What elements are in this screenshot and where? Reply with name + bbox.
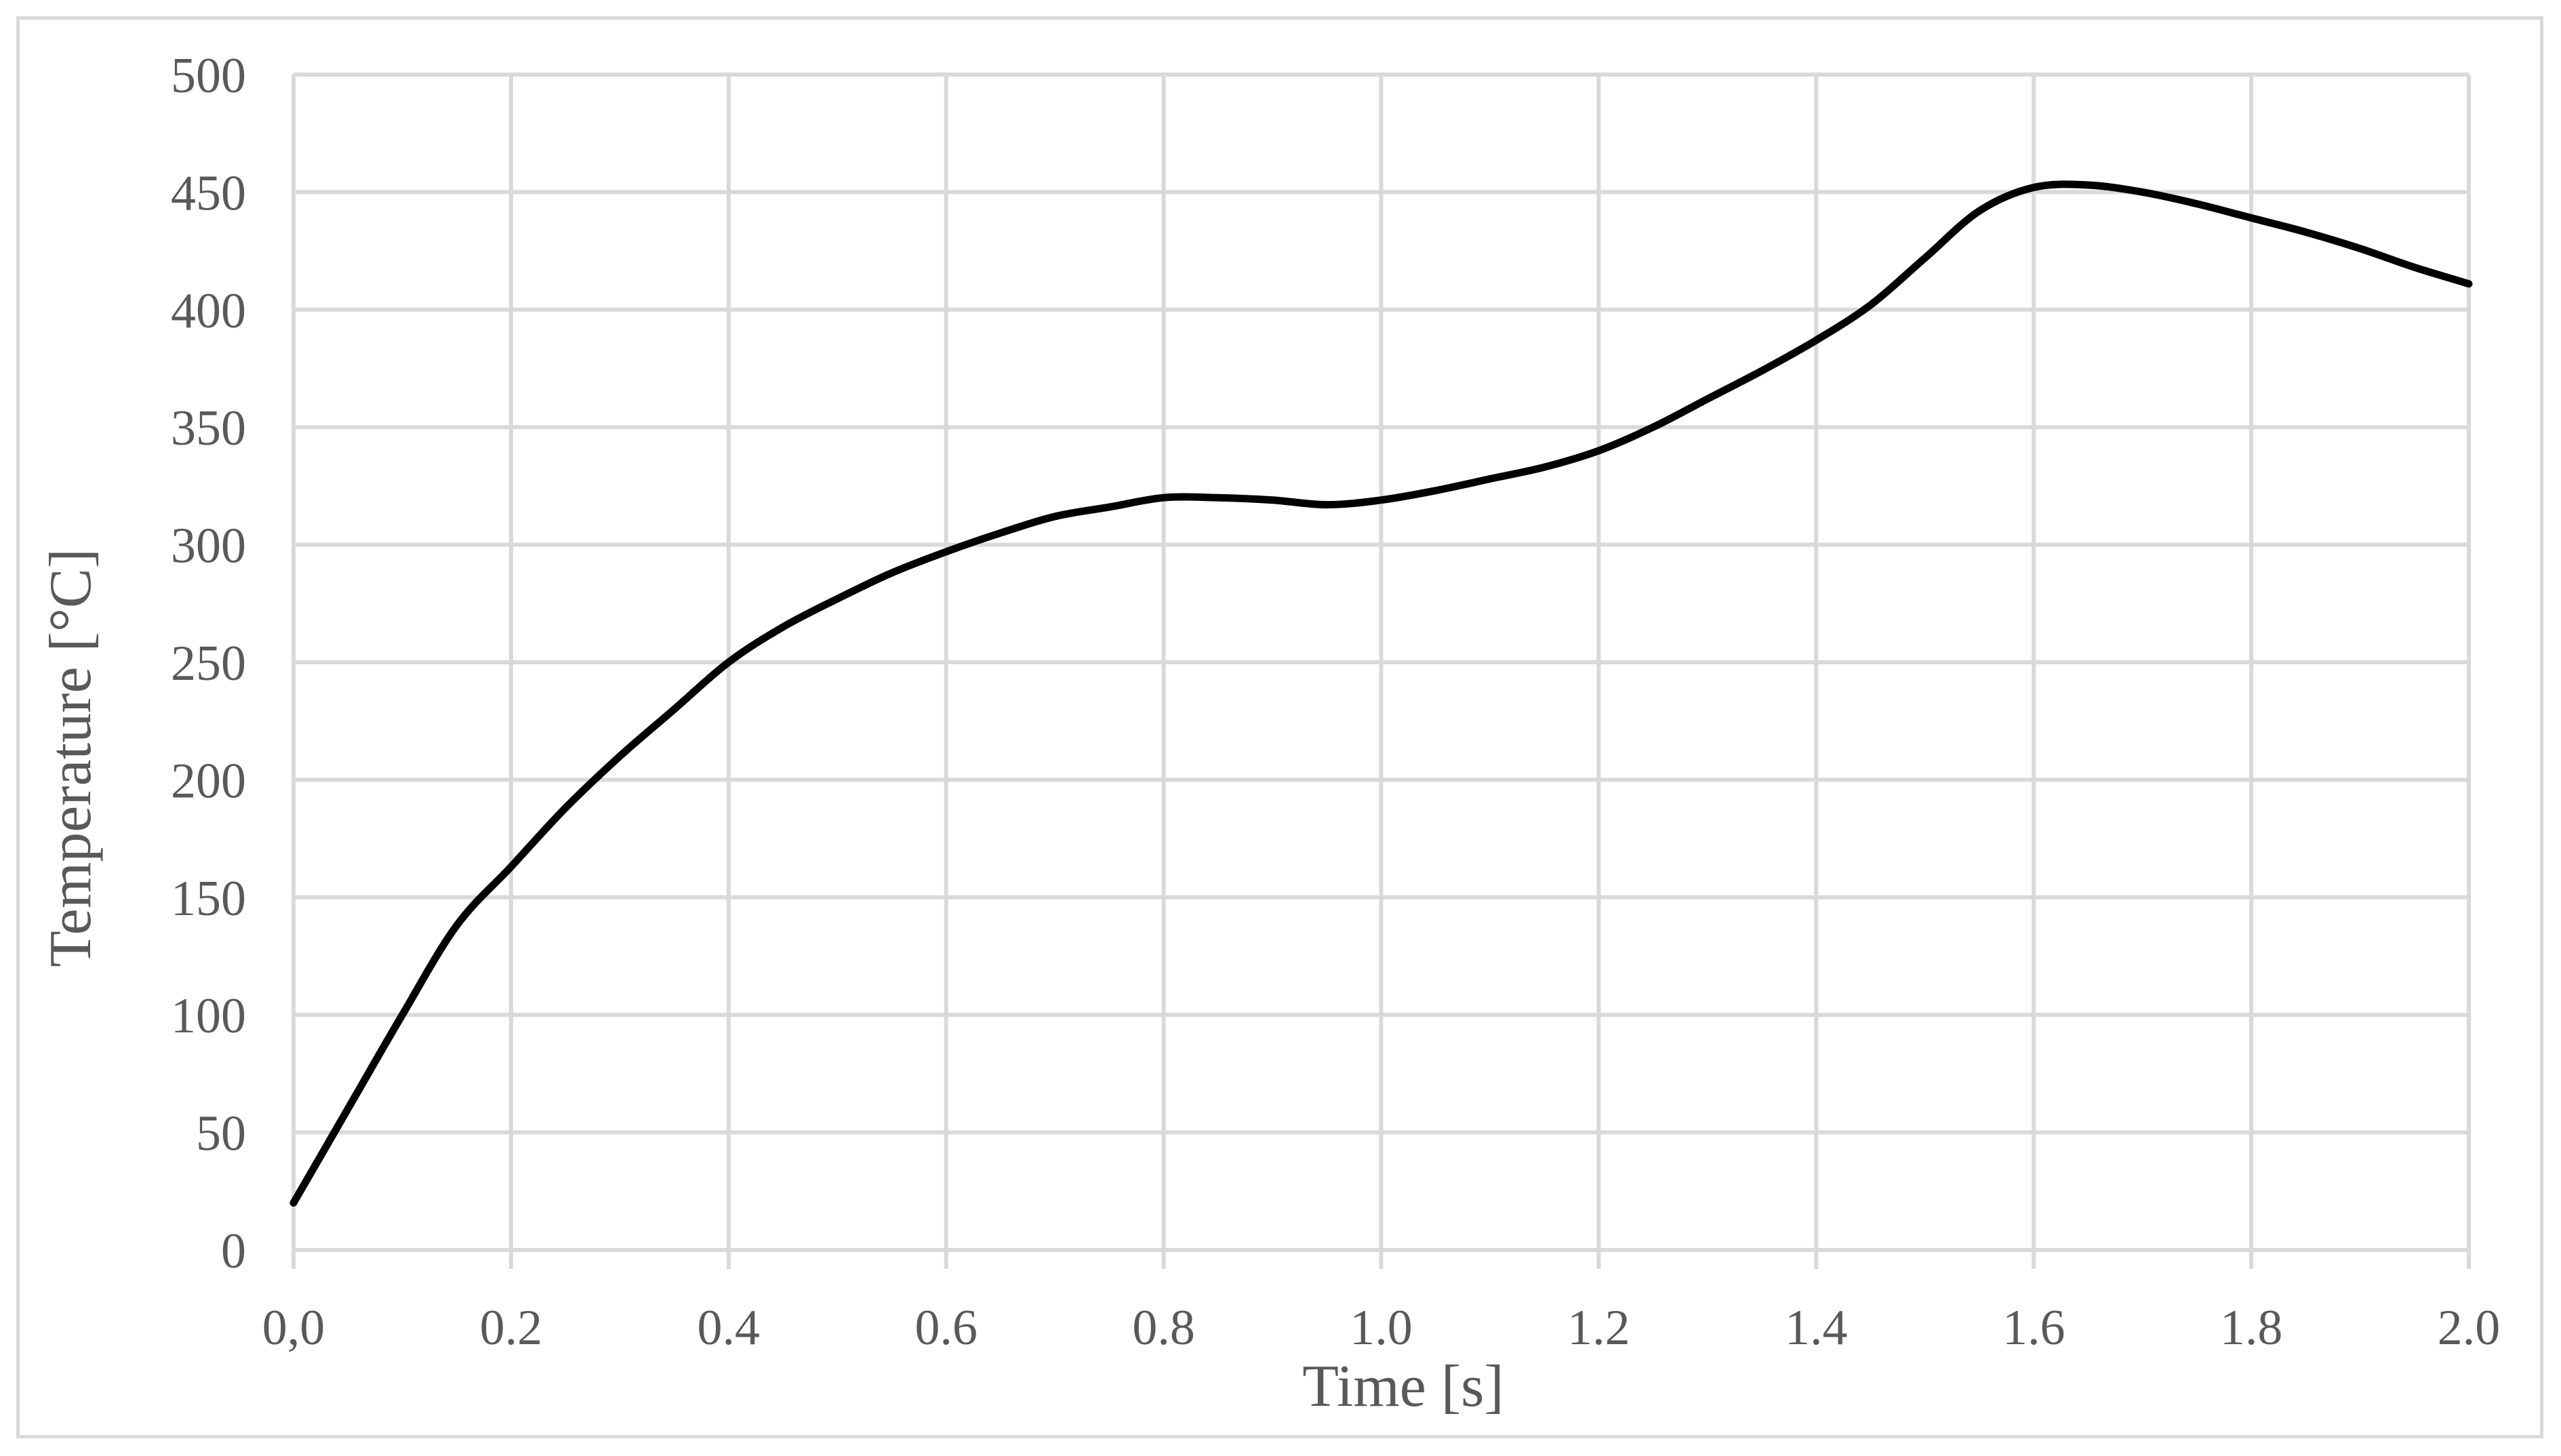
y-tick-label: 0: [221, 1224, 246, 1279]
x-tick-label: 0.6: [914, 1300, 977, 1356]
y-tick-label: 350: [171, 401, 246, 456]
series-group: [289, 180, 2473, 1207]
x-tick-label: 1.0: [1350, 1300, 1413, 1356]
x-tick-label: 1.4: [1785, 1300, 1848, 1356]
x-tick-label: 2.0: [2438, 1300, 2501, 1356]
temperature-series-line: [289, 180, 2473, 1207]
y-tick-label: 300: [171, 519, 246, 574]
x-tick-label: 1.6: [2002, 1300, 2065, 1356]
x-axis-title: Time [s]: [1302, 1354, 1504, 1419]
y-tick-label: 200: [171, 753, 246, 809]
chart-frame: [16, 16, 2543, 1438]
y-tick-label: 50: [196, 1106, 246, 1162]
grid: [291, 73, 2471, 1269]
y-axis-title: Temperature [°C]: [38, 548, 104, 967]
y-tick-label: 100: [171, 988, 246, 1044]
y-tick-label: 400: [171, 283, 246, 339]
x-tick-label: 1.2: [1567, 1300, 1630, 1356]
y-tick-label: 500: [171, 48, 246, 104]
x-tick-label: 0.8: [1132, 1300, 1195, 1356]
y-tick-label: 450: [171, 165, 246, 221]
x-tick-label: 1.8: [2220, 1300, 2283, 1356]
x-tick-label: 0.4: [698, 1300, 761, 1356]
x-tick-label: 0.2: [480, 1300, 543, 1356]
y-axis-ticks: 0 50 100 150 200 250 300 350 400 450 500: [171, 48, 246, 1279]
x-tick-label: 0,0: [262, 1300, 325, 1356]
x-axis-ticks: 0,0 0.2 0.4 0.6 0.8 1.0 1.2 1.4 1.6 1.8 2.0: [262, 1300, 2501, 1356]
y-tick-label: 250: [171, 636, 246, 691]
y-tick-label: 150: [171, 871, 246, 927]
